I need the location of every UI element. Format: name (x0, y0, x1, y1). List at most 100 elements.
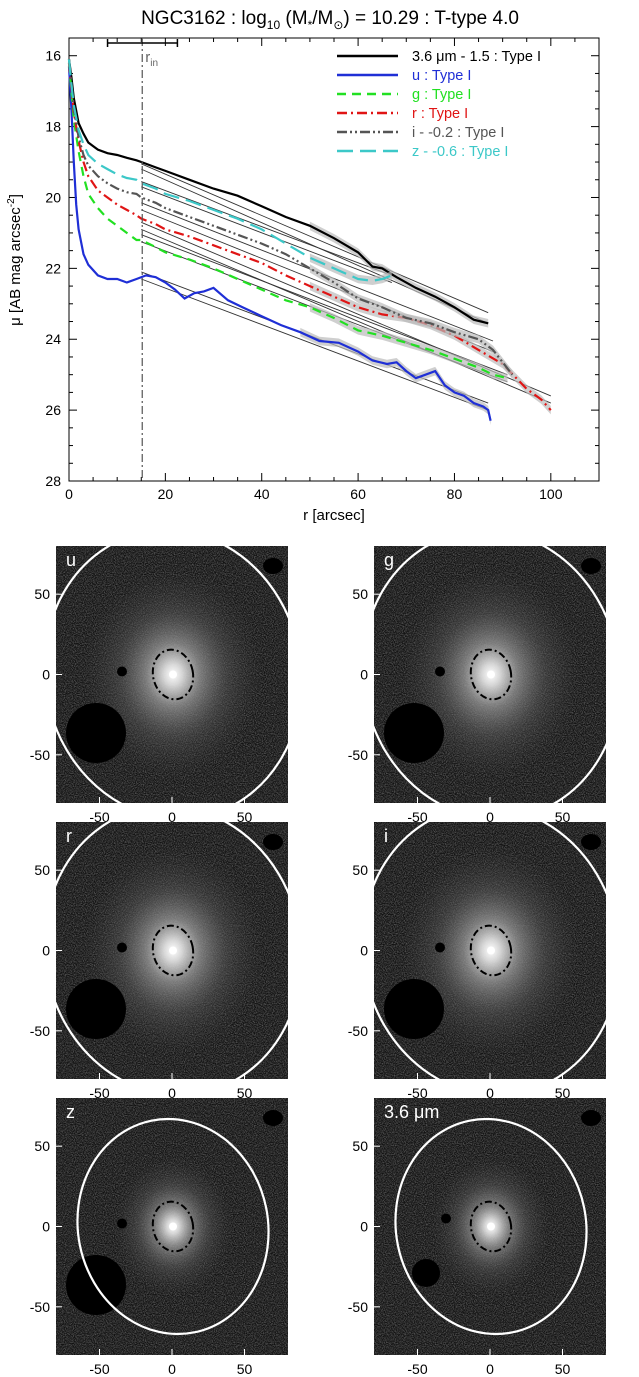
error-band (309, 303, 508, 383)
title-part: ⊙ (333, 18, 343, 32)
panel-x-tick-label: 50 (555, 1361, 571, 1377)
mask-region (384, 979, 444, 1039)
panel-y-tick-label: 50 (34, 1138, 50, 1154)
y-tick-label: 20 (45, 189, 61, 205)
galaxy-core (169, 946, 177, 955)
legend-label: r : Type I (412, 106, 468, 122)
rin-sub: in (150, 58, 158, 69)
title-part: (M (280, 8, 307, 29)
legend-label: u : Type I (412, 68, 471, 84)
fit-line (141, 228, 551, 404)
legend-label: g : Type I (412, 87, 471, 103)
mask-region (263, 558, 283, 574)
x-tick-label: 100 (539, 486, 563, 502)
mask-region (412, 1259, 440, 1287)
mask-region (435, 942, 445, 953)
ylabel-part: ] (7, 194, 24, 198)
x-tick-label: 0 (65, 486, 73, 502)
mask-region (384, 703, 444, 763)
inner-ellipse (469, 648, 513, 701)
title-part: /M (312, 8, 333, 29)
panel-x-tick-label: -50 (89, 1085, 109, 1101)
panel-y-tick-label: -50 (30, 1023, 50, 1039)
panel-y-tick-label: 50 (352, 862, 368, 878)
series-line (67, 66, 492, 422)
panel-y-tick-label: -50 (348, 1299, 368, 1315)
error-band (309, 253, 392, 285)
mask-region (66, 703, 126, 763)
mask-region (66, 979, 126, 1039)
rin-marker: rin (106, 38, 179, 481)
y-tick-label: 26 (45, 402, 61, 418)
panel-x-tick-label: -50 (407, 1085, 427, 1101)
y-tick-label: 22 (45, 260, 61, 276)
error-band (309, 281, 551, 415)
panel-x-tick-label: -50 (89, 809, 109, 825)
y-axis-label: μ [AB mag arcsec-2] (6, 194, 24, 326)
series-line (67, 59, 393, 282)
x-tick-label: 60 (350, 486, 366, 502)
x-tick-label: 40 (254, 486, 270, 502)
series-line (67, 62, 508, 380)
inner-ellipse (151, 924, 195, 977)
legend-label: i - -0.2 : Type I (412, 125, 504, 141)
panel-y-tick-label: -50 (30, 1299, 50, 1315)
galaxy-core (487, 1222, 495, 1231)
panel-x-tick-label: 0 (168, 1361, 176, 1377)
panel-x-tick-label: 0 (486, 809, 494, 825)
y-tick-label: 16 (45, 48, 61, 64)
panel-label: u (66, 550, 76, 570)
image-panel: i -50 0 50 50 0 -50 (348, 822, 606, 1101)
series-line (67, 62, 552, 411)
galaxy-core (487, 670, 495, 679)
panel-y-tick-label: 0 (42, 667, 50, 683)
galaxy-core (487, 946, 495, 955)
fit-line (141, 186, 392, 283)
panel-y-tick-label: 50 (34, 586, 50, 602)
plot-frame (68, 37, 600, 482)
title-part: NGC3162 : log (141, 8, 267, 29)
mask-region (117, 942, 127, 953)
panel-y-tick-label: 0 (360, 1219, 368, 1235)
panel-y-tick-label: -50 (348, 1023, 368, 1039)
panel-y-tick-label: -50 (30, 747, 50, 763)
x-tick-label: 20 (158, 486, 174, 502)
legend-label: z - -0.6 : Type I (412, 144, 508, 160)
panel-label: 3.6 μm (384, 1102, 439, 1122)
panel-label: r (66, 826, 72, 846)
series-line (67, 59, 489, 325)
mask-region (581, 558, 601, 574)
rin-label: rin (145, 49, 158, 69)
panel-x-tick-label: 50 (237, 809, 253, 825)
mask-region (263, 1110, 283, 1126)
inner-ellipse (469, 924, 513, 977)
panel-x-tick-label: 0 (486, 1361, 494, 1377)
panel-x-tick-label: -50 (407, 1361, 427, 1377)
panel-y-tick-label: 50 (352, 586, 368, 602)
image-panel: 3.6 μm -50 0 50 50 0 -50 (348, 1098, 606, 1377)
legend: 3.6 μm - 1.5 : Type I u : Type I g : Type … (337, 49, 541, 160)
image-panel: u -50 0 50 50 0 -50 (30, 546, 288, 825)
outer-ellipse (76, 1117, 270, 1336)
panel-x-tick-label: -50 (89, 1361, 109, 1377)
mask-region (263, 834, 283, 850)
panel-x-tick-label: 50 (555, 1085, 571, 1101)
image-panel: r -50 0 50 50 0 -50 (30, 822, 288, 1101)
ylabel-part: -2 (6, 198, 17, 207)
fit-line (141, 278, 489, 411)
panel-y-tick-label: 50 (34, 862, 50, 878)
inner-ellipse (151, 1200, 195, 1253)
image-panel: z -50 0 50 50 0 -50 (30, 1098, 288, 1377)
mask-region (435, 666, 445, 677)
panel-x-tick-label: 0 (486, 1085, 494, 1101)
fit-line (141, 163, 489, 314)
panel-y-tick-label: 0 (360, 943, 368, 959)
series-lines (67, 59, 552, 425)
panel-y-tick-label: 0 (360, 667, 368, 683)
galaxy-core (169, 670, 177, 679)
panel-x-tick-label: 0 (168, 1085, 176, 1101)
panel-x-tick-label: 0 (168, 809, 176, 825)
panel-label: g (384, 550, 394, 570)
